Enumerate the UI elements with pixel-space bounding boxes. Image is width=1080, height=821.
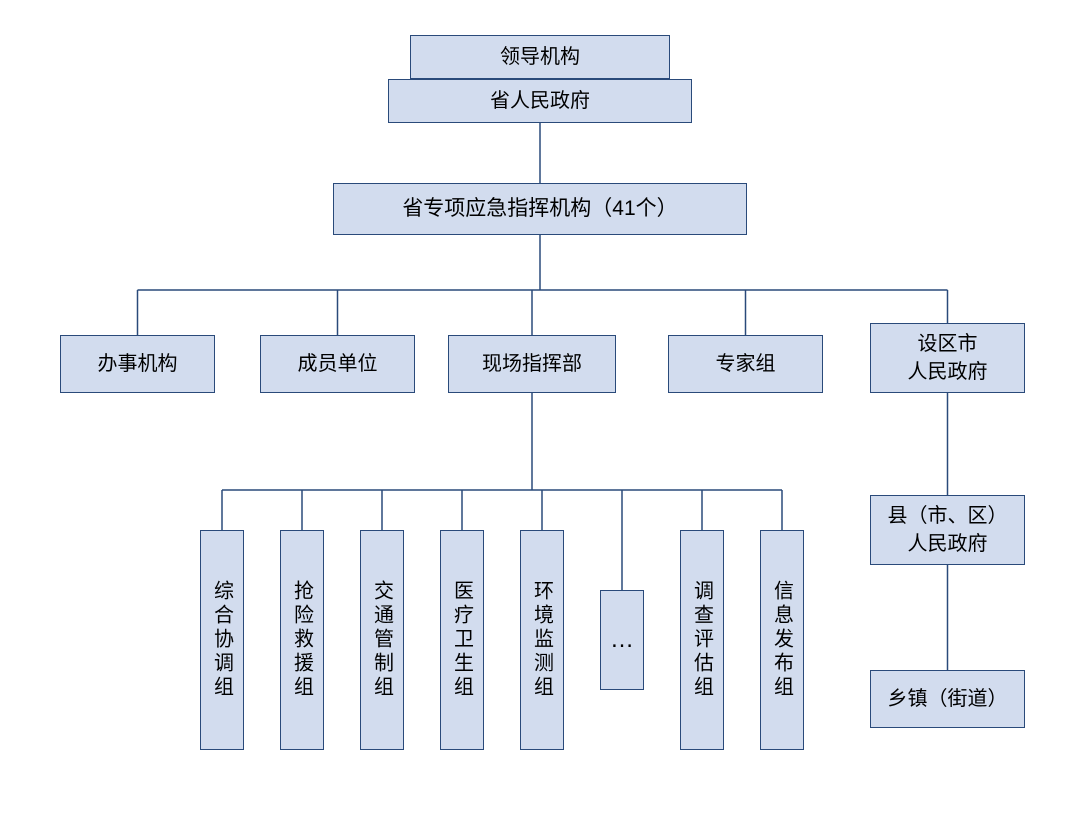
node-label: 综合协调组 xyxy=(208,580,237,700)
node-town: 乡镇（街道） xyxy=(870,670,1025,728)
node-onsite-command: 现场指挥部 xyxy=(448,335,616,393)
node-label: 领导机构 xyxy=(500,43,580,71)
node-ellipsis: … xyxy=(600,590,644,690)
node-member-units: 成员单位 xyxy=(260,335,415,393)
node-label: 省人民政府 xyxy=(490,87,590,115)
node-medical-group: 医疗卫生组 xyxy=(440,530,484,750)
node-info-group: 信息发布组 xyxy=(760,530,804,750)
node-label: 交通管制组 xyxy=(368,580,397,700)
node-label: 省专项应急指挥机构（41个） xyxy=(402,194,677,223)
node-city-gov: 设区市 人民政府 xyxy=(870,323,1025,393)
node-label: 调查评估组 xyxy=(688,580,717,700)
node-label: 办事机构 xyxy=(98,350,178,378)
node-leader-org: 领导机构 xyxy=(410,35,670,79)
node-traffic-group: 交通管制组 xyxy=(360,530,404,750)
node-label: 设区市 人民政府 xyxy=(908,330,988,386)
node-label: 县（市、区） 人民政府 xyxy=(888,502,1008,558)
node-label: 抢险救援组 xyxy=(288,580,317,700)
node-investigate-group: 调查评估组 xyxy=(680,530,724,750)
node-coord-group: 综合协调组 xyxy=(200,530,244,750)
node-label: … xyxy=(610,623,634,657)
node-env-group: 环境监测组 xyxy=(520,530,564,750)
node-command-agency: 省专项应急指挥机构（41个） xyxy=(333,183,747,235)
node-label: 专家组 xyxy=(716,350,776,378)
node-county-gov: 县（市、区） 人民政府 xyxy=(870,495,1025,565)
node-label: 信息发布组 xyxy=(768,580,797,700)
node-provincial-gov: 省人民政府 xyxy=(388,79,692,123)
node-label: 医疗卫生组 xyxy=(448,580,477,700)
node-rescue-group: 抢险救援组 xyxy=(280,530,324,750)
node-label: 环境监测组 xyxy=(528,580,557,700)
node-expert-group: 专家组 xyxy=(668,335,823,393)
node-label: 乡镇（街道） xyxy=(888,685,1008,713)
node-label: 现场指挥部 xyxy=(482,350,582,378)
node-office-org: 办事机构 xyxy=(60,335,215,393)
node-label: 成员单位 xyxy=(298,350,378,378)
